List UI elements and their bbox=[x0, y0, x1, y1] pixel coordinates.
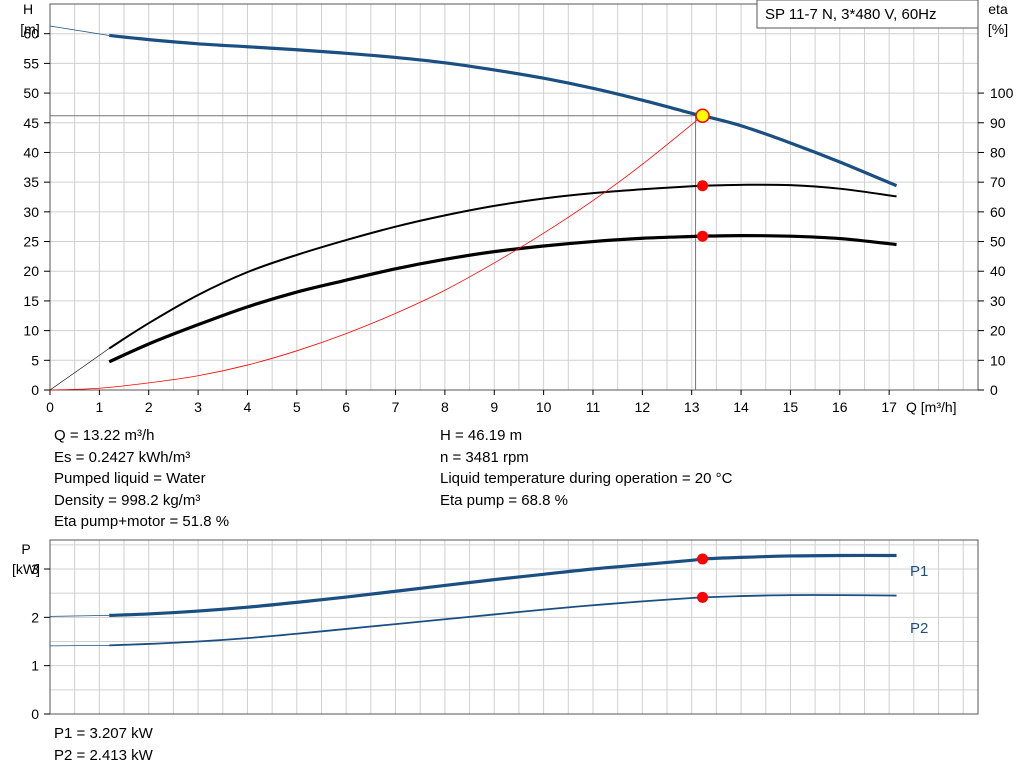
readout-speed: n = 3481 rpm bbox=[440, 448, 529, 466]
eta-tick-label: 30 bbox=[990, 293, 1006, 309]
eta-tick-label: 100 bbox=[990, 85, 1014, 101]
power-tick-label: 3 bbox=[31, 561, 39, 577]
readout-right: H = 46.19 m n = 3481 rpm Liquid temperat… bbox=[440, 425, 732, 511]
readout-head: H = 46.19 m bbox=[440, 427, 523, 444]
head-tick-label: 0 bbox=[31, 382, 39, 398]
head-tick-label: 20 bbox=[23, 263, 39, 279]
readout-density: Density = 998.2 kg/m³ bbox=[54, 491, 201, 509]
flow-tick-label: 3 bbox=[194, 399, 202, 415]
curve-system-curve bbox=[49, 115, 703, 391]
eta-tick-label: 50 bbox=[990, 234, 1006, 250]
head-panel-curves bbox=[49, 25, 898, 391]
eta-tick-label: 90 bbox=[990, 115, 1006, 131]
flow-tick-label: 16 bbox=[832, 399, 848, 415]
head-tick-label: 40 bbox=[23, 144, 39, 160]
p1-operating-point bbox=[697, 553, 709, 565]
readout-p2: P2 = 2.413 kW bbox=[54, 746, 153, 764]
curve-eta-extension bbox=[49, 348, 110, 391]
flow-tick-label: 12 bbox=[635, 399, 651, 415]
head-tick-label: 25 bbox=[23, 234, 39, 250]
readout-left: Q = 13.22 m³/h Es = 0.2427 kWh/m³ Pumped… bbox=[54, 425, 229, 533]
eta-tick-label: 80 bbox=[990, 144, 1006, 160]
operating-point-guides bbox=[50, 115, 703, 390]
head-tick-label: 5 bbox=[31, 352, 39, 368]
flow-tick-label: 8 bbox=[441, 399, 449, 415]
operating-point-markers bbox=[695, 108, 710, 603]
curve-eta-pump-motor bbox=[108, 234, 897, 364]
power-panel-frame bbox=[49, 539, 979, 715]
flow-tick-label: 0 bbox=[46, 399, 54, 415]
flow-tick-label: 14 bbox=[733, 399, 749, 415]
flow-tick-label: 5 bbox=[293, 399, 301, 415]
curve-P2 bbox=[109, 594, 897, 647]
curve-head bbox=[109, 33, 898, 188]
head-tick-label: 55 bbox=[23, 55, 39, 71]
eta-tick-label: 70 bbox=[990, 174, 1006, 190]
flow-tick-label: 6 bbox=[342, 399, 350, 415]
head-tick-label: 35 bbox=[23, 174, 39, 190]
readout-pumped-liquid: Pumped liquid = Water bbox=[54, 470, 206, 487]
eta-tick-label: 60 bbox=[990, 204, 1006, 220]
p2-curve-label: P2 bbox=[910, 620, 928, 637]
eta-tick-label: 10 bbox=[990, 352, 1006, 368]
curve-head-extension bbox=[49, 25, 110, 36]
head-panel-axes: 0 1 2 3 4 5 6 7 8 9 10 11 12 13 14 15 16 1705101520253035… bbox=[23, 26, 1013, 415]
power-panel-axes: 0 1 2 3 bbox=[31, 561, 50, 722]
curve-P1 bbox=[109, 553, 897, 617]
flow-tick-label: 4 bbox=[244, 399, 252, 415]
flow-axis-label: Q [m³/h] bbox=[906, 399, 957, 415]
readout-flow: Q = 13.22 m³/h bbox=[54, 427, 155, 444]
head-tick-label: 60 bbox=[23, 26, 39, 42]
eta-axis-label-symbol: eta bbox=[988, 1, 1008, 17]
readout-specific-energy: Es = 0.2427 kWh/m³ bbox=[54, 448, 191, 466]
head-panel-frame bbox=[49, 3, 979, 391]
head-panel-grid bbox=[50, 4, 978, 390]
flow-tick-label: 13 bbox=[684, 399, 700, 415]
eta-pump-motor-operating-point bbox=[697, 230, 709, 242]
head-tick-label: 50 bbox=[23, 85, 39, 101]
power-axis-label-symbol: P bbox=[21, 541, 30, 557]
power-tick-label: 2 bbox=[31, 609, 39, 625]
head-tick-label: 10 bbox=[23, 323, 39, 339]
flow-tick-label: 7 bbox=[392, 399, 400, 415]
flow-tick-label: 10 bbox=[536, 399, 552, 415]
readout-liquid-temperature: Liquid temperature during operation = 20… bbox=[440, 470, 733, 487]
head-axis-label-unit: [m] bbox=[20, 21, 39, 37]
eta-tick-label: 0 bbox=[990, 382, 998, 398]
readout-power: P1 = 3.207 kW P2 = 2.413 kW bbox=[54, 723, 153, 766]
eta-axis-label-unit: [%] bbox=[988, 21, 1008, 37]
readout-eta-pump: Eta pump = 68.8 % bbox=[440, 491, 568, 509]
head-tick-label: 45 bbox=[23, 115, 39, 131]
head-operating-point bbox=[695, 108, 710, 123]
head-axis-label-symbol: H bbox=[23, 1, 33, 17]
head-tick-label: 30 bbox=[23, 204, 39, 220]
readout-eta-pump-motor: Eta pump+motor = 51.8 % bbox=[54, 513, 230, 530]
power-panel-grid bbox=[50, 540, 978, 714]
eta-pump-operating-point bbox=[697, 180, 709, 192]
pump-title: SP 11-7 N, 3*480 V, 60Hz bbox=[765, 6, 937, 23]
pump-title-box: SP 11-7 N, 3*480 V, 60Hz bbox=[756, 0, 979, 29]
power-tick-label: 1 bbox=[31, 658, 39, 674]
flow-tick-label: 11 bbox=[586, 399, 601, 415]
power-tick-label: 0 bbox=[31, 706, 39, 722]
flow-tick-label: 2 bbox=[145, 399, 153, 415]
flow-tick-label: 1 bbox=[95, 399, 103, 415]
flow-tick-label: 9 bbox=[490, 399, 498, 415]
p1-curve-label: P1 bbox=[910, 563, 928, 580]
flow-tick-label: 17 bbox=[881, 399, 897, 415]
p2-operating-point bbox=[697, 591, 709, 603]
head-tick-label: 15 bbox=[23, 293, 39, 309]
power-axis-label-unit: [kW] bbox=[12, 561, 40, 577]
eta-tick-label: 20 bbox=[990, 323, 1006, 339]
curve-P1-extension bbox=[49, 615, 110, 617]
power-panel-curves bbox=[49, 553, 897, 647]
readout-p1: P1 = 3.207 kW bbox=[54, 725, 153, 742]
flow-tick-label: 15 bbox=[783, 399, 799, 415]
curve-eta-pump bbox=[108, 183, 897, 350]
eta-tick-label: 40 bbox=[990, 263, 1006, 279]
